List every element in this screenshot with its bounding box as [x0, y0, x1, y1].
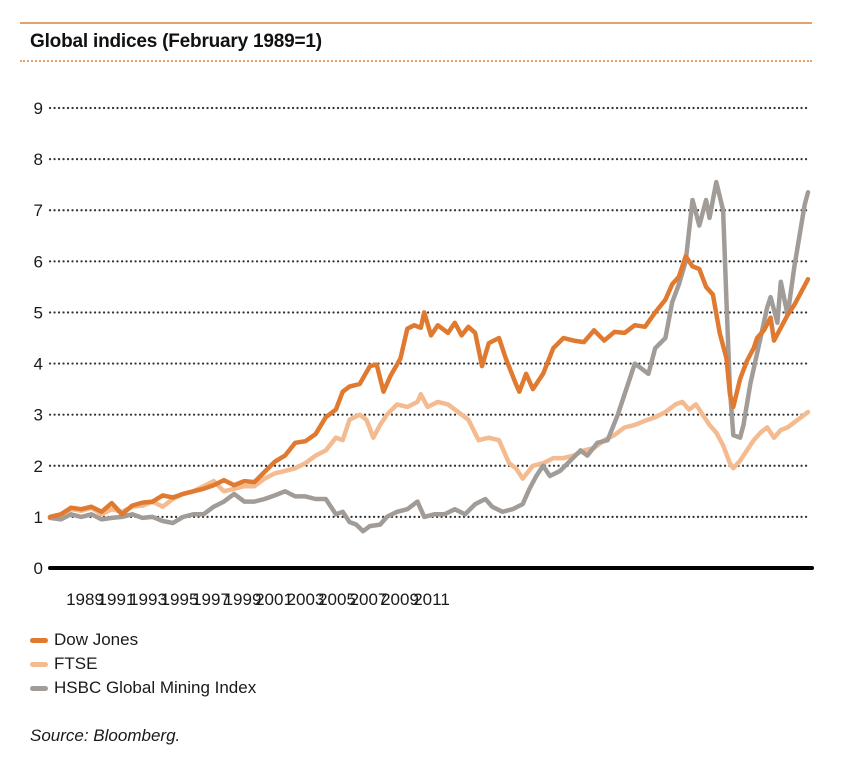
y-tick-label: 6: [34, 252, 43, 271]
x-tick-label: 1999: [224, 590, 262, 609]
legend-swatch-dow-jones: [30, 637, 48, 643]
legend-item-hsbc-mining: HSBC Global Mining Index: [30, 676, 256, 700]
x-tick-label: 1991: [98, 590, 136, 609]
series-line-dow-jones: [47, 253, 811, 520]
y-tick-label: 5: [34, 303, 43, 322]
title-divider: [20, 60, 812, 62]
chart-title: Global indices (February 1989=1): [30, 31, 322, 52]
x-tick-label: 2003: [287, 590, 325, 609]
legend-item-dow-jones: Dow Jones: [30, 628, 256, 652]
legend-label: Dow Jones: [54, 630, 139, 649]
x-tick-label: 2001: [255, 590, 293, 609]
y-tick-label: 8: [34, 150, 43, 169]
y-tick-label: 1: [34, 508, 43, 527]
legend: Dow Jones FTSE HSBC Global Mining Index: [30, 628, 256, 700]
x-tick-label: 2005: [318, 590, 356, 609]
series-line-hsbc-global-mining-index: [47, 179, 811, 534]
x-tick-label: 1993: [129, 590, 167, 609]
x-tick-label: 1989: [66, 590, 104, 609]
y-tick-label: 3: [34, 406, 43, 425]
series-lines: [47, 179, 811, 534]
y-axis-ticks: 0 1 2 3 4 5 6 7 8 9: [34, 99, 43, 578]
series-line-ftse: [47, 391, 811, 520]
legend-item-ftse: FTSE: [30, 652, 256, 676]
source-note: Source: Bloomberg.: [30, 726, 181, 745]
top-rule: [20, 22, 812, 24]
legend-swatch-ftse: [30, 661, 48, 667]
legend-label: HSBC Global Mining Index: [54, 678, 257, 697]
gridlines: [48, 106, 810, 518]
x-axis-ticks: 1989199119931995199719992001200320052007…: [66, 590, 450, 609]
legend-swatch-hsbc-mining: [30, 685, 48, 691]
y-tick-label: 7: [34, 201, 43, 220]
y-tick-label: 9: [34, 99, 43, 118]
x-tick-label: 2011: [413, 590, 450, 609]
x-tick-label: 2007: [350, 590, 388, 609]
x-tick-label: 2009: [381, 590, 419, 609]
legend-label: FTSE: [54, 654, 98, 673]
x-tick-label: 1995: [161, 590, 199, 609]
x-tick-label: 1997: [192, 590, 230, 609]
y-tick-label: 0: [34, 559, 43, 578]
y-tick-label: 2: [34, 457, 43, 476]
y-tick-label: 4: [34, 355, 43, 374]
